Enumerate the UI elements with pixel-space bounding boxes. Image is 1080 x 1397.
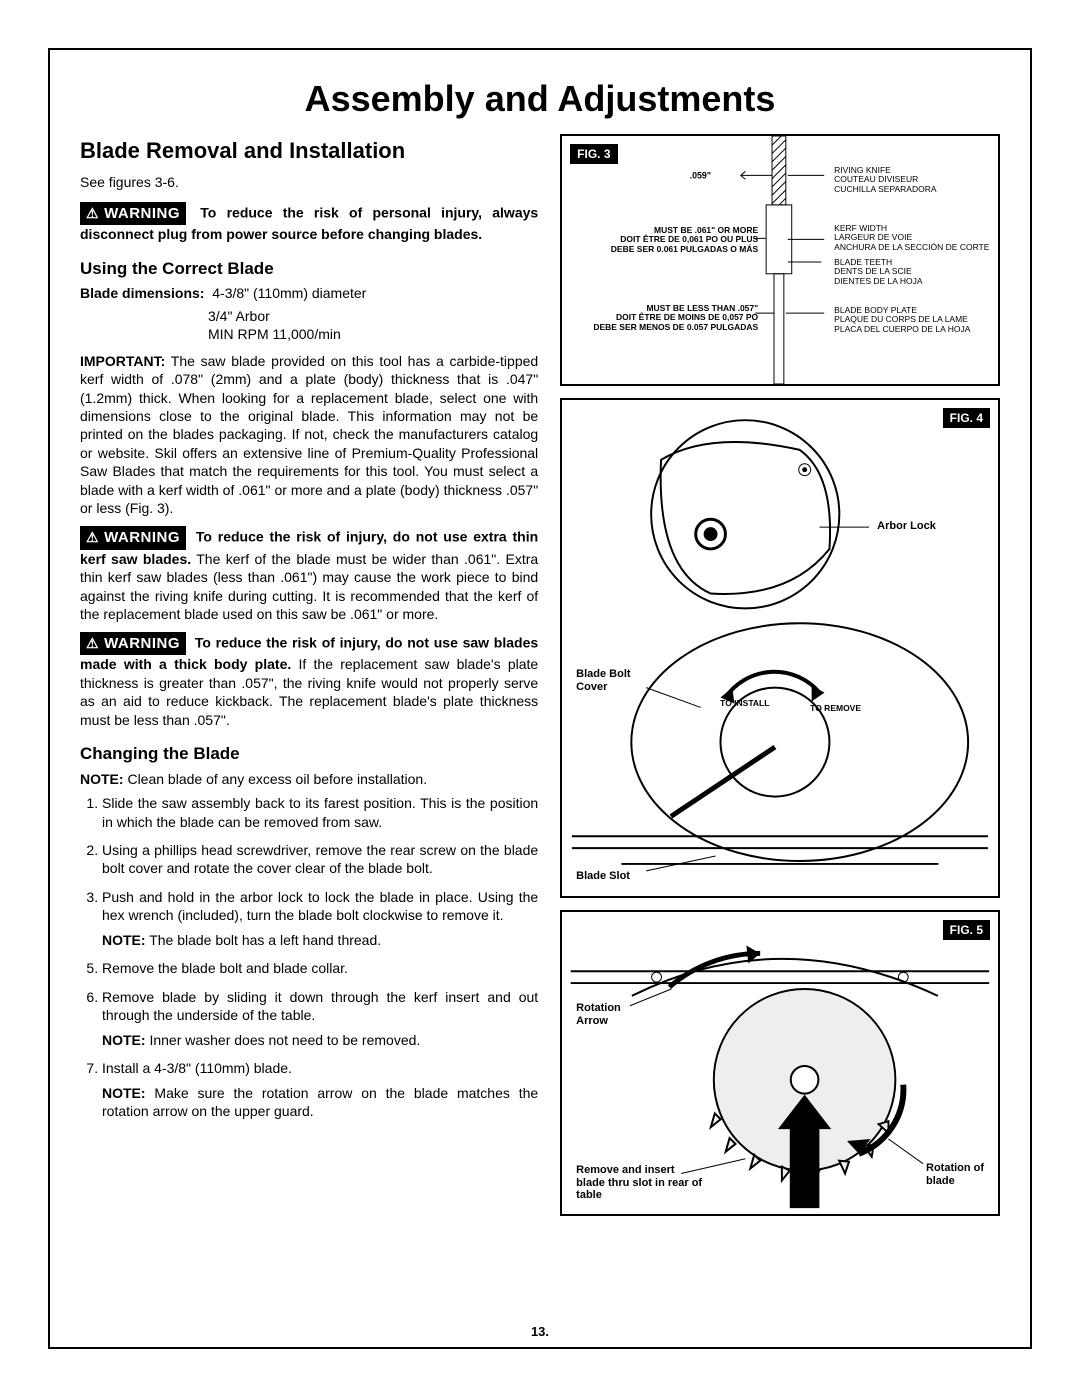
- blade-dimensions: Blade dimensions: 4-3/8" (110mm) diamete…: [80, 284, 538, 343]
- figure-4: FIG. 4: [560, 398, 1000, 898]
- fig4-to-remove: TO REMOVE: [810, 703, 861, 713]
- step-6-text: Remove blade by sliding it down through …: [102, 989, 538, 1023]
- blade-dim-3: MIN RPM 11,000/min: [80, 325, 538, 343]
- step-6-note-label: NOTE:: [102, 1032, 146, 1048]
- fig4-to-install: TO INSTALL: [720, 698, 769, 708]
- step-1: Slide the saw assembly back to its fares…: [102, 794, 538, 831]
- subheading-changing-blade: Changing the Blade: [80, 743, 538, 765]
- fig3-knife-es: CUCHILLA SEPARADORA: [834, 185, 936, 194]
- figure-4-diagram: [562, 400, 998, 896]
- note-label: NOTE:: [80, 771, 124, 787]
- warning-1: WARNING To reduce the risk of personal i…: [80, 202, 538, 244]
- blade-dim-1: 4-3/8" (110mm) diameter: [212, 285, 366, 301]
- step-3: Push and hold in the arbor lock to lock …: [102, 888, 538, 949]
- fig5-rotation-arrow: Rotation Arrow: [576, 1002, 636, 1027]
- fig5-remove-insert: Remove and insert blade thru slot in rea…: [576, 1164, 706, 1202]
- note-text: Clean blade of any excess oil before ins…: [127, 771, 427, 787]
- warning-icon: WARNING: [80, 632, 186, 656]
- see-figures-note: See figures 3-6.: [80, 173, 538, 191]
- right-column: FIG. 3: [560, 134, 1000, 1216]
- fig3-teeth-es: DIENTES DE LA HOJA: [834, 277, 922, 286]
- warning-icon: WARNING: [80, 202, 186, 226]
- important-text: The saw blade provided on this tool has …: [80, 353, 538, 517]
- figure-3: FIG. 3: [560, 134, 1000, 386]
- fig4-blade-bolt-cover: Blade Bolt Cover: [576, 668, 648, 693]
- step-7-text: Install a 4-3/8" (110mm) blade.: [102, 1060, 292, 1076]
- step-5: Remove the blade bolt and blade collar.: [102, 959, 538, 977]
- fig4-blade-slot: Blade Slot: [576, 870, 630, 883]
- fig5-rotation-blade: Rotation of blade: [926, 1162, 986, 1187]
- page-title: Assembly and Adjustments: [80, 78, 1000, 120]
- subheading-correct-blade: Using the Correct Blade: [80, 258, 538, 280]
- step-7-note-label: NOTE:: [102, 1085, 146, 1101]
- figure-5: FIG. 5: [560, 910, 1000, 1216]
- important-label: IMPORTANT:: [80, 353, 165, 369]
- step-6: Remove blade by sliding it down through …: [102, 988, 538, 1049]
- step-3-note-label: NOTE:: [102, 932, 146, 948]
- svg-text:.059": .059": [690, 170, 711, 180]
- step-7-note-text: Make sure the rotation arrow on the blad…: [102, 1085, 538, 1119]
- fig3-must057-es: DEBE SER MENOS DE 0.057 PULGADAS: [570, 323, 758, 332]
- blade-dim-2: 3/4" Arbor: [80, 307, 538, 325]
- warning-2: WARNING To reduce the risk of injury, do…: [80, 526, 538, 624]
- fig3-must061-es: DEBE SER 0.061 PULGADAS O MÁS: [570, 245, 758, 254]
- warning-icon: WARNING: [80, 526, 186, 550]
- step-6-note-text: Inner washer does not need to be removed…: [149, 1032, 420, 1048]
- step-3-note-text: The blade bolt has a left hand thread.: [149, 932, 381, 948]
- section-heading: Blade Removal and Installation: [80, 136, 538, 165]
- blade-dim-label: Blade dimensions:: [80, 285, 204, 301]
- important-paragraph: IMPORTANT: The saw blade provided on thi…: [80, 352, 538, 518]
- page-frame: Assembly and Adjustments Blade Removal a…: [48, 48, 1032, 1349]
- fig4-arbor-lock: Arbor Lock: [877, 520, 936, 533]
- step-3-text: Push and hold in the arbor lock to lock …: [102, 889, 538, 923]
- figure-3-label: FIG. 3: [570, 144, 617, 164]
- note-clean-blade: NOTE: Clean blade of any excess oil befo…: [80, 770, 538, 788]
- warning-3: WARNING To reduce the risk of injury, do…: [80, 632, 538, 730]
- page-number: 13.: [50, 1324, 1030, 1339]
- fig3-kerf-es: ANCHURA DE LA SECCIÓN DE CORTE: [834, 243, 989, 252]
- left-column: Blade Removal and Installation See figur…: [80, 134, 538, 1216]
- steps-list: Slide the saw assembly back to its fares…: [80, 794, 538, 1121]
- step-7: Install a 4-3/8" (110mm) blade. NOTE: Ma…: [102, 1059, 538, 1120]
- step-2: Using a phillips head screwdriver, remov…: [102, 841, 538, 878]
- two-column-layout: Blade Removal and Installation See figur…: [80, 134, 1000, 1216]
- fig3-plate-es: PLACA DEL CUERPO DE LA HOJA: [834, 325, 970, 334]
